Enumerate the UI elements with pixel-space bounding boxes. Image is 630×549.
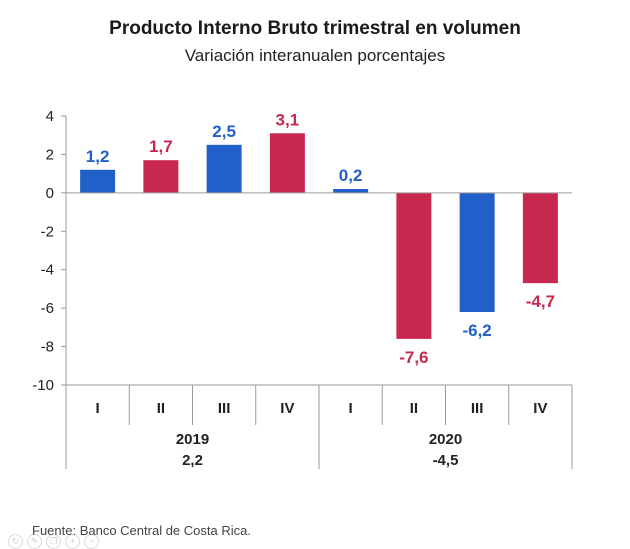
data-label: 2,5 [212,122,236,141]
chart-title: Producto Interno Bruto trimestral en vol… [109,18,521,39]
data-label: 1,2 [86,147,110,166]
y-tick-label: -4 [41,262,54,279]
zoom-in-icon[interactable]: + [65,534,80,549]
category-label: IV [280,400,294,417]
data-label: -7,6 [399,348,428,367]
category-label: II [157,400,165,417]
group-annual-label: -4,5 [433,452,459,469]
chart-subtitle: Variación interanualen porcentajes [184,46,446,65]
group-year-label: 2019 [176,431,209,448]
data-label: 1,7 [149,137,173,156]
y-tick-label: -2 [41,223,54,240]
bar [396,192,432,339]
copy-icon[interactable]: ❐ [46,534,61,549]
rotate-icon[interactable]: ↻ [8,534,23,549]
bar [206,144,242,193]
y-tick-label: 2 [46,146,54,163]
bar [333,189,369,193]
bar [522,192,558,284]
y-tick-label: 4 [46,108,54,125]
category-label: III [471,400,484,417]
data-label: -4,7 [526,292,555,311]
category-label: II [410,400,418,417]
category-label: I [349,400,353,417]
zoom-out-icon[interactable]: − [84,534,99,549]
data-label: 3,1 [276,110,300,129]
y-tick-label: -6 [41,300,54,317]
bar [459,192,495,312]
data-label: -6,2 [462,321,491,340]
viewer-toolbar: ↻ ✎ ❐ + − [8,534,99,549]
group-annual-label: 2,2 [182,452,203,469]
group-year-label: 2020 [429,431,462,448]
y-tick-label: 0 [46,185,54,202]
bar [80,169,116,193]
bar [143,160,179,193]
data-label: 0,2 [339,166,363,185]
y-tick-label: -10 [32,377,54,394]
edit-icon[interactable]: ✎ [27,534,42,549]
bar [269,133,305,193]
y-tick-label: -8 [41,339,54,356]
category-label: III [218,400,231,417]
category-label: IV [533,400,547,417]
category-label: I [96,400,100,417]
